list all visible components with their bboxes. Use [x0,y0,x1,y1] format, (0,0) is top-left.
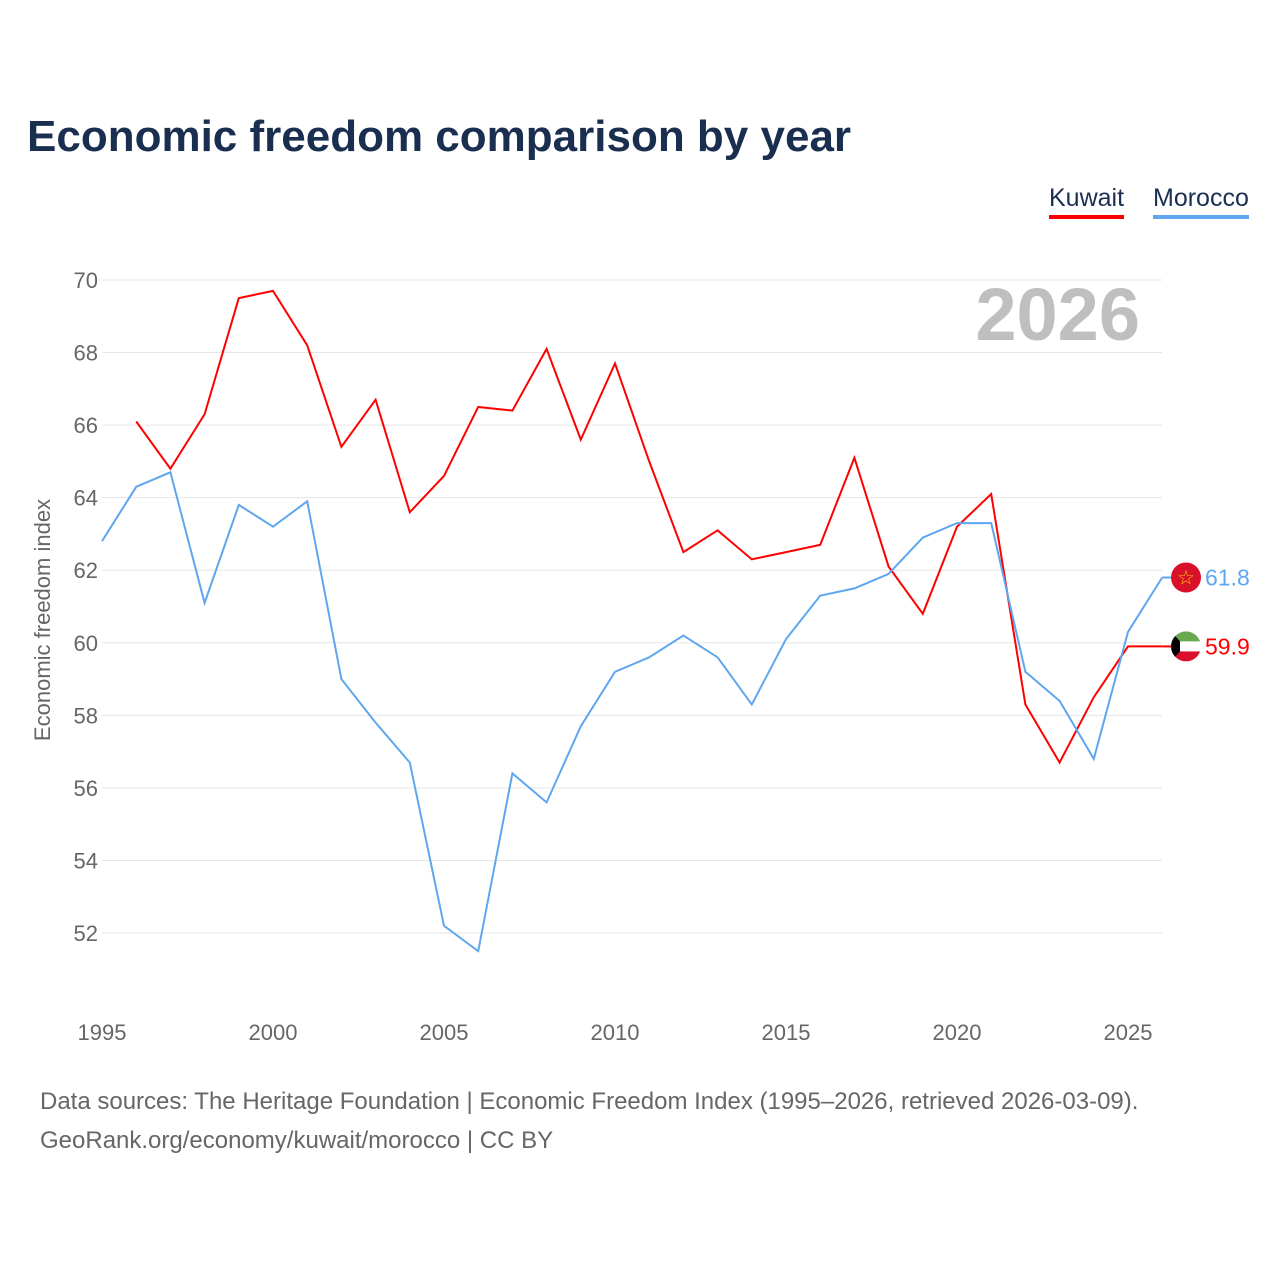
y-tick-label: 56 [74,776,98,801]
end-value-label: 59.9 [1205,633,1250,659]
data-point [920,611,926,617]
x-tick-label: 2010 [591,1020,640,1045]
data-point [817,593,823,599]
y-tick-label: 62 [74,558,98,583]
data-point [886,564,892,570]
data-point [851,585,857,591]
data-point [202,600,208,606]
data-point [133,484,139,490]
data-point [475,404,481,410]
data-point [1125,643,1131,649]
data-point [133,418,139,424]
x-tick-label: 2005 [420,1020,469,1045]
data-point [886,571,892,577]
series-line-kuwait [135,289,1163,765]
data-point [646,458,652,464]
data-point [612,669,618,675]
data-point [954,520,960,526]
data-point [715,654,721,660]
data-point [1022,701,1028,707]
x-tick-label: 2015 [762,1020,811,1045]
data-point [373,720,379,726]
data-point [749,556,755,562]
footer-link[interactable]: GeoRank.org/economy/kuwait/morocco | CC … [40,1127,554,1154]
x-tick-label: 1995 [78,1020,127,1045]
data-point [373,397,379,403]
data-point [680,633,686,639]
data-point [1057,760,1063,766]
data-point [338,676,344,682]
data-point [1091,694,1097,700]
x-tick-label: 2020 [933,1020,982,1045]
data-point [509,408,515,414]
footer-sources: Data sources: The Heritage Foundation | … [40,1088,1139,1115]
data-point [544,346,550,352]
data-point [236,502,242,508]
series-line-morocco [101,470,1164,953]
data-point [1125,629,1131,635]
data-point [988,520,994,526]
data-point [817,542,823,548]
data-point [441,473,447,479]
x-tick-label: 2000 [249,1020,298,1045]
data-point [270,524,276,530]
y-axis-label: Economic freedom index [30,499,55,741]
data-point [783,549,789,555]
y-tick-label: 52 [74,921,98,946]
x-tick-label: 2025 [1104,1020,1153,1045]
data-point [715,527,721,533]
data-point [1022,669,1028,675]
y-tick-label: 70 [74,268,98,293]
data-point [920,535,926,541]
data-point [304,498,310,504]
data-point [1057,698,1063,704]
data-point [851,455,857,461]
data-point [988,491,994,497]
data-point [509,770,515,776]
data-point [680,549,686,555]
data-point [270,288,276,294]
legend-kuwait[interactable]: Kuwait [1049,184,1125,219]
data-point [1091,756,1097,762]
y-tick-label: 54 [74,848,98,873]
data-point [236,295,242,301]
data-point [99,538,105,544]
line-chart: 52 54 56 58 60 62 64 66 68 70 1995 2000 2005 2010 2015… [30,268,1250,1045]
data-point [749,701,755,707]
data-point [167,469,173,475]
data-point [441,923,447,929]
kuwait-flag-icon [1171,631,1201,662]
data-point [646,654,652,660]
data-point [578,723,584,729]
end-value-label: 61.8 [1205,564,1250,590]
y-tick-label: 60 [74,631,98,656]
y-tick-label: 66 [74,413,98,438]
data-point [612,360,618,366]
morocco-flag-icon: ☆ [1171,562,1201,593]
data-point [783,636,789,642]
data-point [544,799,550,805]
data-point [578,437,584,443]
data-point [407,509,413,515]
data-point [407,760,413,766]
chart-title: Economic freedom comparison by year [27,112,852,161]
year-watermark: 2026 [975,273,1140,356]
data-point [338,444,344,450]
data-point [304,342,310,348]
y-tick-label: 58 [74,703,98,728]
svg-text:☆: ☆ [1177,565,1195,589]
data-point [202,411,208,417]
legend-morocco[interactable]: Morocco [1153,184,1249,219]
y-tick-label: 64 [74,486,98,511]
data-point [475,948,481,954]
y-tick-label: 68 [74,341,98,366]
